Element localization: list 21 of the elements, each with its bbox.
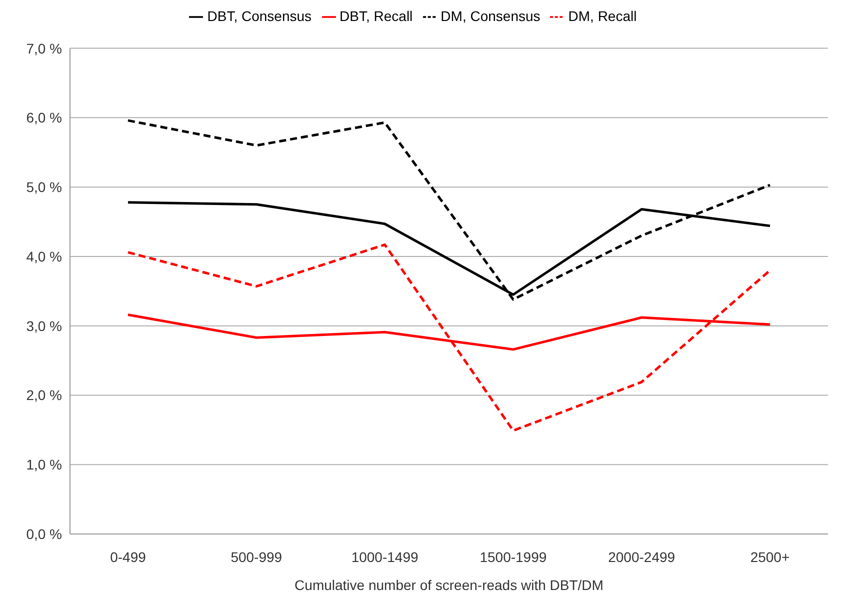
x-tick-label: 2500+ [750, 548, 790, 565]
y-tick-label: 0,0 % [26, 526, 62, 542]
y-tick-label: 7,0 % [26, 40, 62, 56]
y-tick-label: 6,0 % [26, 110, 62, 126]
y-tick-label: 1,0 % [26, 456, 62, 473]
y-tick-label: 4,0 % [26, 248, 62, 264]
line-series [126, 243, 772, 432]
x-tick-label: 2000-2499 [608, 548, 676, 565]
legend-label: DBT, Recall [340, 8, 413, 24]
legend-label: DBT, Consensus [207, 8, 312, 24]
y-tick-label: 5,0 % [26, 179, 62, 196]
x-axis-title: Cumulative number of screen-reads with DBT/DM [294, 577, 604, 593]
y-tick-label: 2,0 % [26, 387, 62, 404]
x-tick-label: 1000-1499 [351, 548, 418, 565]
x-tick-label: 0-499 [110, 548, 146, 565]
legend-label: DM, Consensus [440, 8, 540, 24]
legend-label: DM, Recall [568, 8, 637, 24]
x-tick-label: 500-999 [230, 548, 282, 565]
line-series [126, 119, 772, 301]
y-tick-label: 3,0 % [26, 318, 62, 334]
x-tick-label: 1500-1999 [480, 548, 547, 565]
